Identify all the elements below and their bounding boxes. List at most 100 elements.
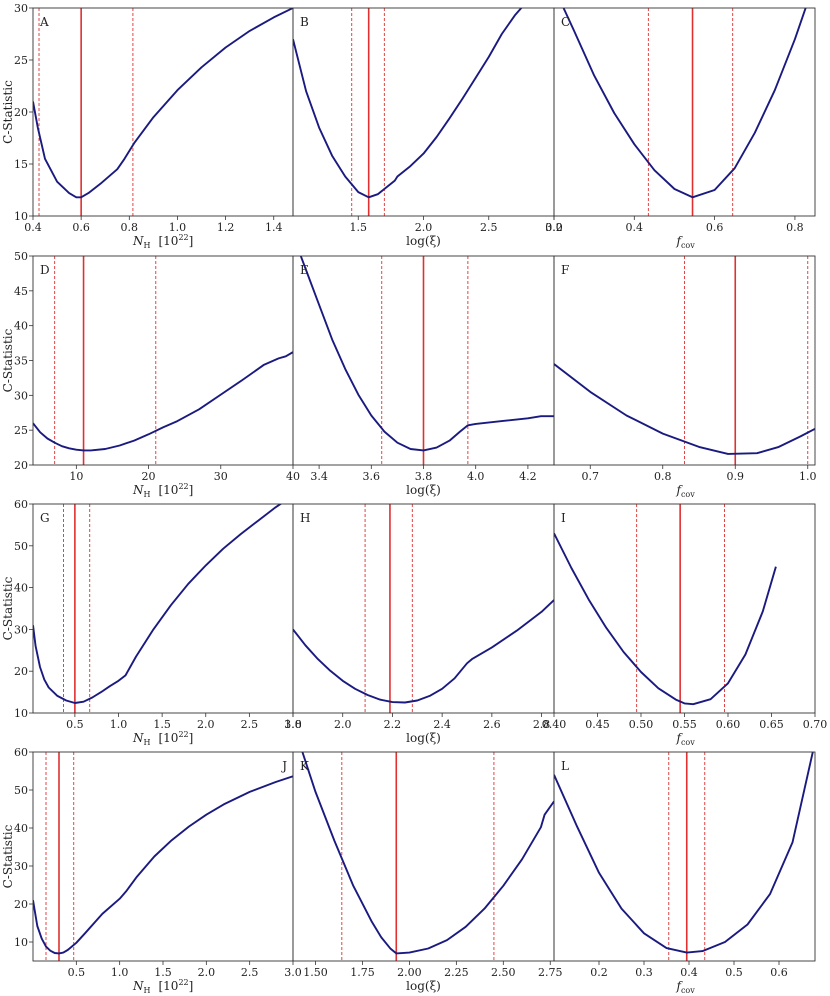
x-tick-label: 0.5	[725, 966, 743, 979]
y-tick-label: 20	[14, 898, 28, 911]
x-tick-label: 1.50	[303, 966, 328, 979]
x-tick-label: 0.2	[545, 221, 563, 234]
x-tick-label: 0.3	[635, 966, 653, 979]
panel-label: K	[300, 759, 310, 773]
x-tick-label: 0.8	[654, 470, 672, 483]
series-line-0	[299, 256, 554, 452]
x-tick-label: 1.5	[350, 221, 368, 234]
y-tick-label: 10	[14, 936, 28, 949]
x-tick-label: 0.70	[803, 718, 828, 731]
y-tick-label: 20	[14, 665, 28, 678]
series-line-0	[554, 532, 777, 706]
panel-a: 0.4 0.6 0.8 1.0 1.2 1.4 10 15 20 25 30 A NH [1022] C-S…	[1, 2, 294, 250]
x-axis-label: fcov	[676, 731, 696, 747]
x-tick-label: 0.55	[672, 718, 697, 731]
x-tick-label: 2.2	[384, 718, 402, 731]
y-axis-label: C-Statistic	[1, 576, 15, 640]
y-tick-label: 30	[14, 860, 28, 873]
plot-frame	[32, 503, 294, 714]
y-tick-label: 30	[14, 389, 28, 402]
plot-frame	[292, 503, 555, 714]
x-tick-label: 2.8	[533, 718, 551, 731]
series-line-0	[562, 8, 807, 199]
x-tick-label: 0.50	[629, 718, 654, 731]
x-tick-label: 1.8	[284, 718, 302, 731]
x-tick-label: 1.4	[265, 221, 283, 234]
y-tick-label: 25	[14, 424, 28, 437]
plot-frame	[32, 255, 294, 466]
y-tick-label: 40	[14, 822, 28, 835]
x-axis-label: log(ξ)	[406, 483, 441, 497]
y-tick-label: 40	[14, 320, 28, 333]
x-tick-label: 1.2	[217, 221, 235, 234]
x-tick-label: 2.5	[241, 718, 259, 731]
y-tick-label: 50	[14, 540, 28, 553]
series-line-0	[293, 599, 554, 704]
x-tick-label: 1.0	[799, 470, 817, 483]
panel-label: C	[561, 15, 570, 29]
x-axis-label: NH [1022]	[132, 233, 193, 250]
x-axis-label: NH [1022]	[132, 978, 193, 995]
plot-frame	[32, 7, 294, 217]
series-line-0	[301, 752, 554, 955]
x-tick-label: 0.4	[626, 221, 644, 234]
y-tick-label: 40	[14, 582, 28, 595]
y-tick-label: 15	[14, 158, 28, 171]
x-tick-label: 3.6	[363, 470, 381, 483]
plot-frame	[292, 7, 555, 217]
x-tick-label: 0.60	[716, 718, 741, 731]
series-line-0	[33, 8, 293, 199]
panel-label: E	[300, 263, 309, 277]
panel-label: H	[300, 511, 310, 525]
x-tick-label: 0.2	[590, 966, 608, 979]
plot-frame	[553, 7, 816, 217]
y-tick-label: 10	[14, 210, 28, 223]
panel-label: I	[561, 511, 566, 525]
x-tick-label: 30	[214, 470, 228, 483]
x-tick-label: 0.45	[585, 718, 610, 731]
panel-label: J	[280, 759, 287, 773]
x-tick-label: 0.40	[542, 718, 567, 731]
x-tick-label: 2.25	[444, 966, 469, 979]
panel-label: L	[561, 759, 569, 773]
y-tick-label: 35	[14, 355, 28, 368]
x-tick-label: 2.6	[483, 718, 501, 731]
x-tick-label: 3.0	[545, 221, 563, 234]
y-tick-label: 20	[14, 459, 28, 472]
x-tick-label: 0.8	[121, 221, 139, 234]
x-tick-label: 1.0	[169, 221, 187, 234]
x-tick-label: 0.6	[706, 221, 724, 234]
series-line-0	[33, 775, 293, 955]
y-tick-label: 10	[14, 707, 28, 720]
x-tick-label: 0.8	[786, 221, 804, 234]
x-tick-label: 4.0	[467, 470, 485, 483]
x-tick-label: 40	[286, 470, 300, 483]
x-tick-label: 3.0	[284, 718, 302, 731]
x-tick-label: 0.4	[680, 966, 698, 979]
x-tick-label: 2.75	[538, 966, 563, 979]
x-tick-label: 2.0	[198, 966, 216, 979]
x-tick-label: 1.75	[350, 966, 375, 979]
y-tick-label: 20	[14, 106, 28, 119]
x-tick-label: 0.4	[24, 221, 42, 234]
y-tick-label: 25	[14, 54, 28, 67]
x-tick-label: 4.2	[519, 470, 537, 483]
y-tick-label: 60	[14, 746, 28, 759]
x-tick-label: 3.8	[415, 470, 433, 483]
y-tick-label: 50	[14, 250, 28, 263]
panel-label: G	[40, 511, 50, 525]
x-axis-label: NH [1022]	[132, 482, 193, 499]
series-line-0	[554, 363, 815, 455]
x-tick-label: 2.5	[480, 221, 498, 234]
x-axis-label: fcov	[676, 483, 696, 499]
y-tick-label: 30	[14, 623, 28, 636]
x-tick-label: 2.0	[334, 718, 352, 731]
x-tick-label: 2.50	[491, 966, 516, 979]
x-tick-label: 1.0	[110, 718, 128, 731]
x-tick-label: 20	[142, 470, 156, 483]
